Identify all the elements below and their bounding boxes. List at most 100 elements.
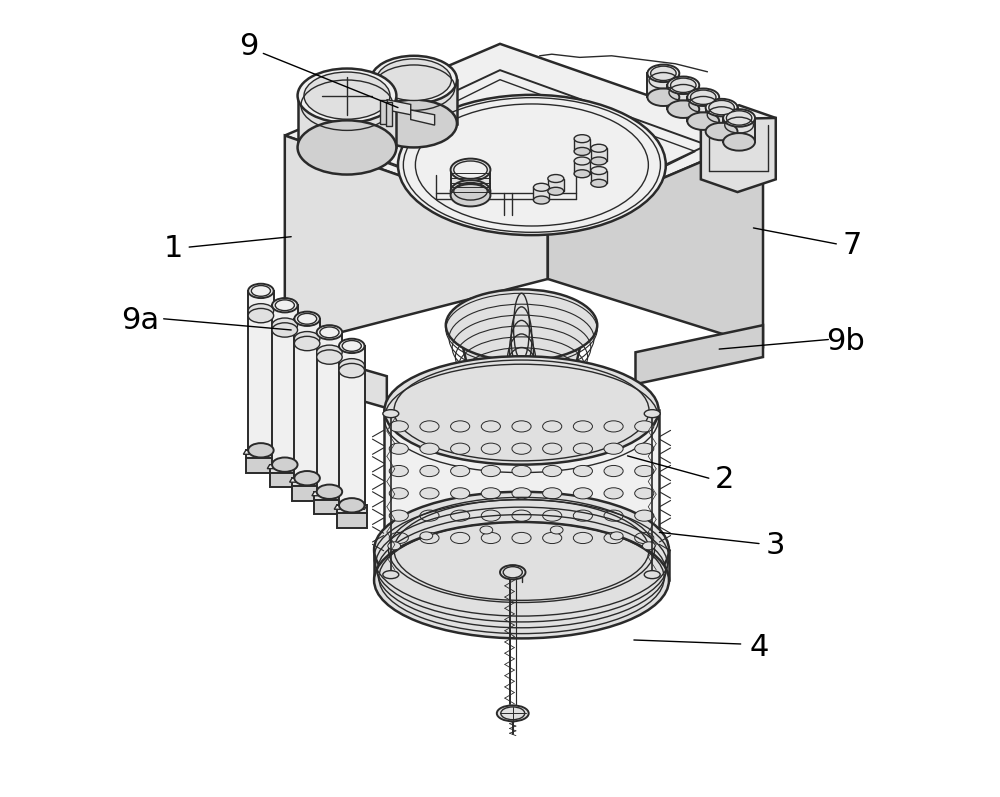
Polygon shape [314,492,345,500]
Ellipse shape [272,318,298,332]
Ellipse shape [371,56,457,104]
Ellipse shape [533,183,549,191]
Ellipse shape [389,488,408,499]
Ellipse shape [500,565,526,579]
Ellipse shape [690,90,716,104]
Ellipse shape [339,359,365,373]
Polygon shape [701,118,776,192]
Polygon shape [270,465,300,473]
Ellipse shape [272,298,298,312]
Ellipse shape [573,465,592,477]
Ellipse shape [446,289,597,361]
Ellipse shape [591,157,607,165]
Ellipse shape [706,123,738,140]
Polygon shape [285,347,387,408]
Ellipse shape [451,532,470,544]
Ellipse shape [420,488,439,499]
Ellipse shape [451,421,470,432]
Ellipse shape [512,465,531,477]
Polygon shape [380,100,387,124]
Ellipse shape [723,109,755,127]
Ellipse shape [573,532,592,544]
Polygon shape [371,80,457,124]
Ellipse shape [420,532,439,544]
Ellipse shape [294,336,320,351]
Ellipse shape [543,488,562,499]
Ellipse shape [497,705,529,721]
Ellipse shape [420,510,439,521]
Ellipse shape [398,95,666,235]
Polygon shape [314,500,345,514]
Ellipse shape [374,492,669,608]
Polygon shape [723,118,755,142]
Ellipse shape [574,135,590,143]
Ellipse shape [294,332,320,346]
Polygon shape [272,305,298,465]
Ellipse shape [512,510,531,521]
Polygon shape [548,135,763,347]
Ellipse shape [573,488,592,499]
Ellipse shape [667,100,699,118]
Ellipse shape [604,532,623,544]
Polygon shape [341,70,707,220]
Polygon shape [337,505,367,513]
Ellipse shape [304,72,390,120]
Polygon shape [387,100,411,115]
Ellipse shape [317,345,342,359]
Ellipse shape [543,443,562,454]
Ellipse shape [481,443,500,454]
Polygon shape [635,325,763,384]
Ellipse shape [481,465,500,477]
Ellipse shape [574,170,590,178]
Polygon shape [411,110,435,125]
Text: 7: 7 [843,231,862,260]
Ellipse shape [726,111,752,125]
Ellipse shape [317,325,342,340]
Ellipse shape [644,571,660,579]
Polygon shape [386,102,392,126]
Ellipse shape [248,304,274,318]
Ellipse shape [548,175,564,183]
Polygon shape [374,550,669,580]
Polygon shape [248,291,274,450]
Ellipse shape [574,147,590,155]
Ellipse shape [512,532,531,544]
Polygon shape [285,44,763,227]
Ellipse shape [591,167,607,175]
Ellipse shape [533,196,549,204]
Ellipse shape [451,465,470,477]
Ellipse shape [635,532,654,544]
Ellipse shape [574,157,590,165]
Ellipse shape [604,443,623,454]
Polygon shape [267,465,300,469]
Ellipse shape [389,443,408,454]
Ellipse shape [451,443,470,454]
Polygon shape [574,139,590,151]
Ellipse shape [383,410,399,418]
Ellipse shape [651,66,676,80]
Ellipse shape [248,308,274,323]
Ellipse shape [294,312,320,326]
Ellipse shape [512,488,531,499]
Ellipse shape [610,532,623,540]
Ellipse shape [635,488,654,499]
Ellipse shape [451,159,490,181]
Polygon shape [591,148,607,161]
Ellipse shape [481,421,500,432]
Ellipse shape [723,133,755,151]
Ellipse shape [420,532,433,540]
Ellipse shape [635,465,654,477]
Ellipse shape [642,542,655,550]
Ellipse shape [339,363,365,378]
Ellipse shape [635,421,654,432]
Ellipse shape [647,88,679,106]
Ellipse shape [374,522,669,638]
Ellipse shape [548,187,564,195]
Ellipse shape [635,510,654,521]
Ellipse shape [604,465,623,477]
Ellipse shape [294,471,320,485]
Text: 4: 4 [749,633,769,662]
Ellipse shape [272,457,298,472]
Polygon shape [548,179,564,191]
Ellipse shape [644,410,660,418]
